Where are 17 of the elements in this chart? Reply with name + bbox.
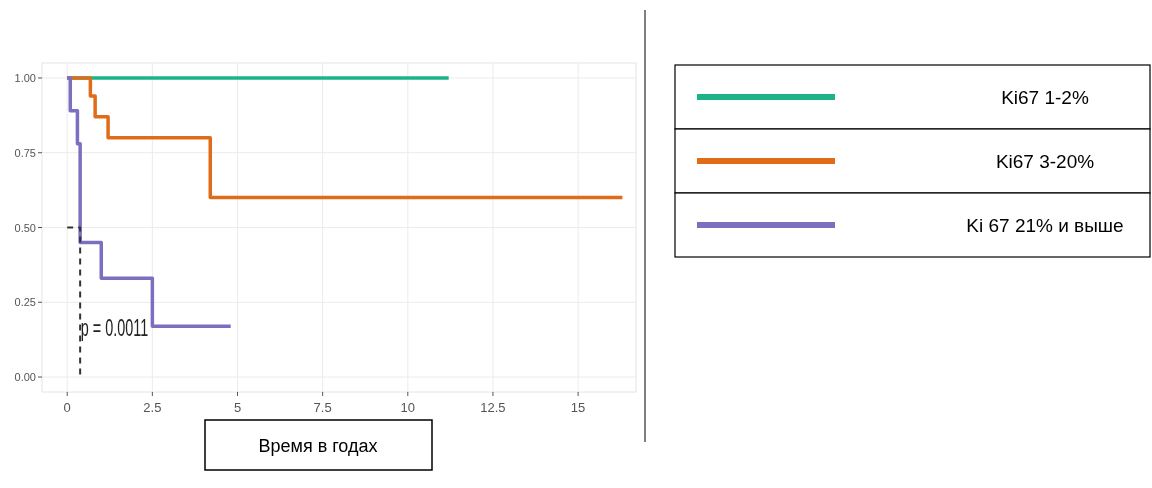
x-tick-label: 7.5 [313, 400, 332, 415]
y-tick-label: 0.00 [14, 371, 36, 384]
x-tick-label: 15 [570, 400, 586, 415]
y-tick-label: 1.00 [14, 71, 36, 84]
x-tick-label: 12.5 [480, 400, 506, 415]
annotation: p = 0.0011 [80, 314, 149, 342]
x-tick-label: 5 [233, 400, 242, 415]
y-tick-label: 0.25 [14, 296, 36, 309]
y-tick-label: 0.75 [14, 146, 36, 159]
y-tick-label: 0.50 [14, 221, 36, 234]
text: Ki67 3-20% [995, 151, 1095, 172]
x-tick-label: 10 [400, 400, 416, 415]
text: Ki 67 21% и выше [966, 215, 1124, 236]
text: Ki67 1-2% [1001, 87, 1089, 108]
x-tick-label: 0 [63, 400, 71, 415]
x-axis-title: Время в годах [258, 436, 378, 456]
x-tick-label: 2.5 [143, 400, 162, 415]
